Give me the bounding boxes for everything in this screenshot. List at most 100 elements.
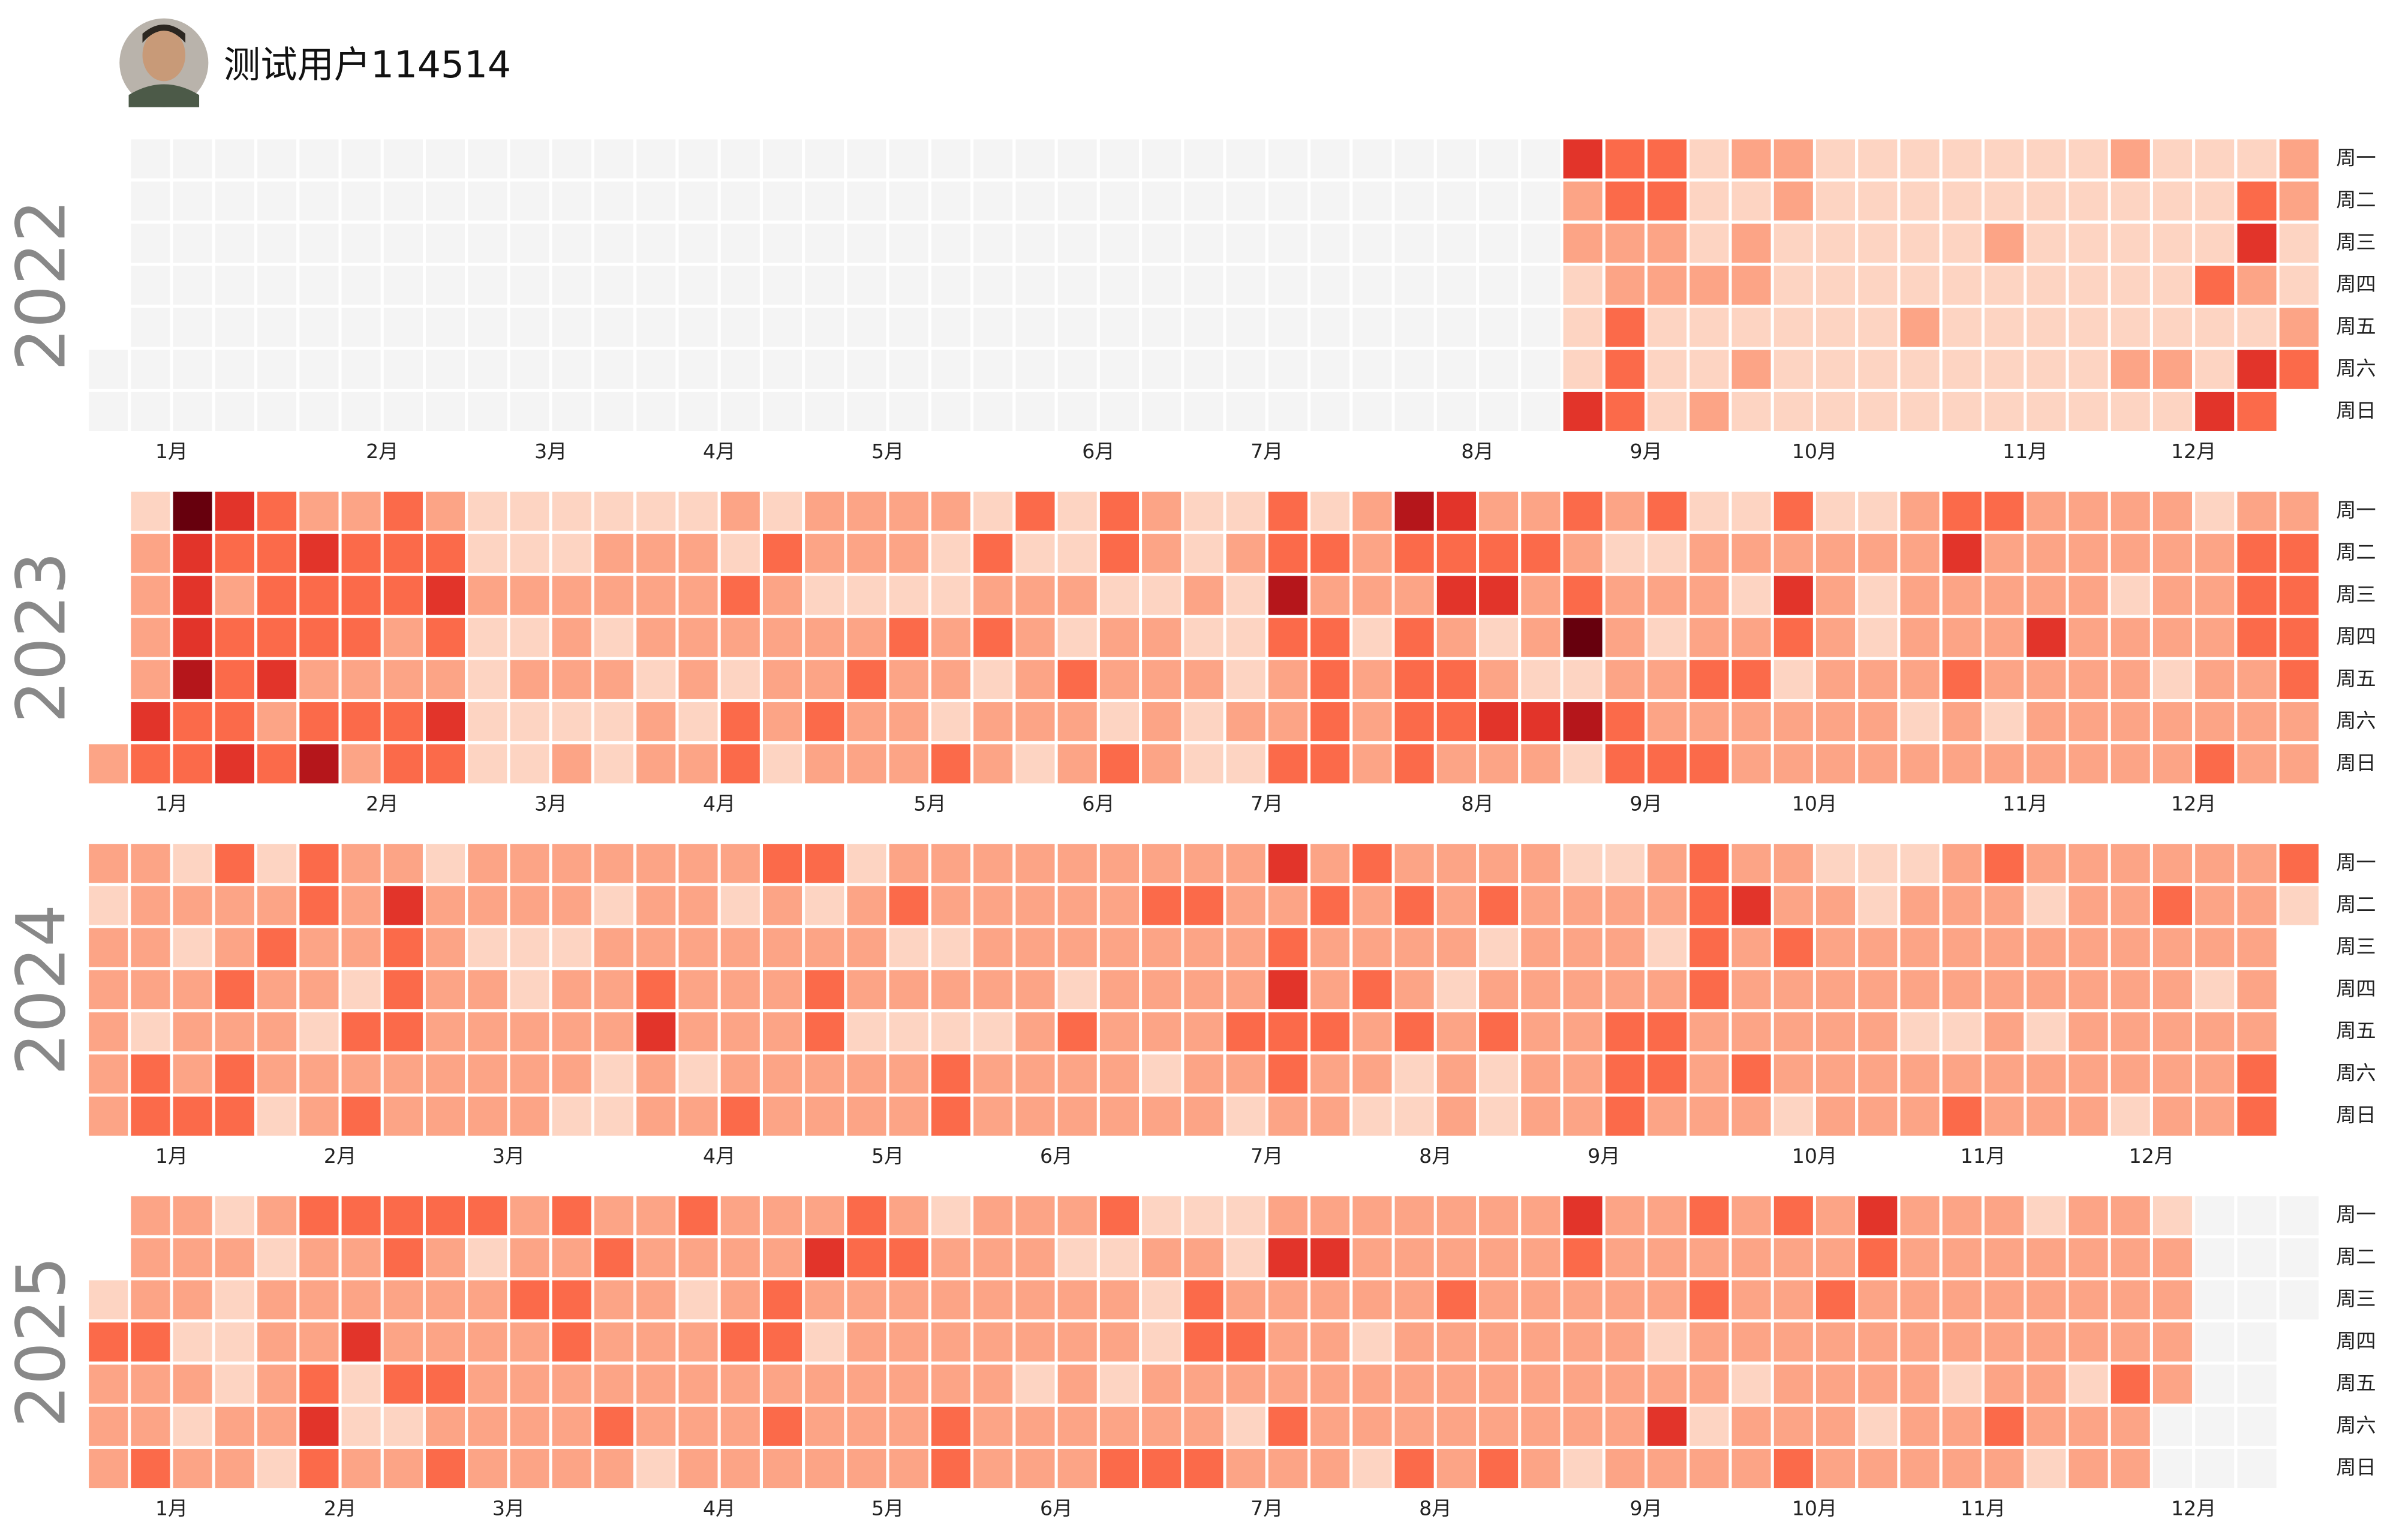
day-cell bbox=[338, 263, 384, 308]
day-cell bbox=[1265, 263, 1311, 308]
day-cell bbox=[1475, 530, 1522, 576]
day-cell bbox=[1518, 347, 1564, 392]
day-cell bbox=[1855, 347, 1901, 392]
day-cell bbox=[1644, 178, 1690, 224]
day-cell bbox=[1096, 1319, 1143, 1365]
month-label: 7月 bbox=[1250, 792, 1283, 816]
day-cell bbox=[170, 305, 215, 350]
day-cell bbox=[1770, 1277, 1817, 1323]
day-cell bbox=[1981, 263, 2027, 308]
day-cell bbox=[1307, 657, 1353, 702]
day-cell bbox=[1265, 530, 1311, 576]
day-cell bbox=[2066, 1403, 2111, 1449]
day-cell bbox=[2024, 615, 2069, 660]
day-cell bbox=[1012, 883, 1058, 928]
day-cell bbox=[2024, 1445, 2069, 1491]
day-cell bbox=[802, 488, 847, 534]
day-cell bbox=[1644, 967, 1690, 1013]
day-cell bbox=[507, 573, 552, 618]
day-cell bbox=[1181, 841, 1226, 886]
day-cell bbox=[717, 220, 763, 266]
day-cell bbox=[928, 1193, 974, 1238]
day-cell bbox=[1897, 1361, 1943, 1407]
day-cell bbox=[591, 530, 637, 576]
day-cell bbox=[1602, 530, 1648, 576]
day-cell bbox=[1686, 1403, 1732, 1449]
day-cell bbox=[1728, 347, 1774, 392]
day-cell bbox=[2108, 841, 2153, 886]
day-cell bbox=[591, 347, 637, 392]
day-cell bbox=[1391, 741, 1437, 787]
month-label: 8月 bbox=[1461, 792, 1493, 816]
day-cell bbox=[970, 389, 1016, 435]
day-cell bbox=[465, 1445, 510, 1491]
day-cell bbox=[212, 1093, 258, 1139]
day-cell bbox=[1391, 841, 1437, 886]
day-cell bbox=[2024, 1277, 2069, 1323]
day-cell bbox=[717, 530, 763, 576]
day-cell bbox=[1981, 136, 2027, 182]
weekday-label: 周四 bbox=[2336, 977, 2376, 1000]
year-label: 2023 bbox=[2, 552, 80, 723]
day-cell bbox=[2192, 925, 2238, 970]
day-cell bbox=[338, 178, 384, 224]
day-cell bbox=[1012, 1235, 1058, 1281]
day-cell bbox=[2150, 1277, 2196, 1323]
day-cell bbox=[422, 967, 468, 1013]
day-cell bbox=[1812, 1193, 1859, 1238]
day-cell bbox=[1181, 488, 1226, 534]
day-cell bbox=[1981, 573, 2027, 618]
day-cell bbox=[1518, 1403, 1564, 1449]
day-cell bbox=[1855, 967, 1901, 1013]
day-cell bbox=[1855, 1361, 1901, 1407]
day-cell bbox=[970, 573, 1016, 618]
day-cell bbox=[886, 136, 931, 182]
day-cell bbox=[507, 1403, 552, 1449]
day-cell bbox=[2234, 741, 2280, 787]
day-cell bbox=[928, 615, 974, 660]
day-cell bbox=[1897, 1051, 1943, 1097]
day-cell bbox=[1602, 1193, 1648, 1238]
day-cell bbox=[970, 1361, 1016, 1407]
day-cell bbox=[1728, 573, 1774, 618]
day-cell bbox=[2024, 1361, 2069, 1407]
day-cell bbox=[928, 883, 974, 928]
day-cell bbox=[1812, 136, 1859, 182]
day-cell bbox=[170, 1403, 215, 1449]
day-cell bbox=[2108, 347, 2153, 392]
day-cell bbox=[1391, 1093, 1437, 1139]
day-cell bbox=[338, 883, 384, 928]
day-cell bbox=[1560, 1193, 1606, 1238]
day-cell bbox=[1096, 530, 1143, 576]
day-cell bbox=[1602, 1051, 1648, 1097]
day-cell bbox=[591, 178, 637, 224]
day-cell bbox=[465, 1403, 510, 1449]
day-cell bbox=[1054, 1051, 1100, 1097]
day-cell bbox=[2024, 1093, 2069, 1139]
day-cell bbox=[128, 699, 173, 745]
day-cell bbox=[128, 1235, 173, 1281]
day-cell bbox=[1054, 305, 1100, 350]
day-cell bbox=[1223, 389, 1268, 435]
day-cell bbox=[1475, 305, 1522, 350]
day-cell bbox=[128, 1319, 173, 1365]
day-cell bbox=[338, 925, 384, 970]
day-cell bbox=[212, 883, 258, 928]
day-cell bbox=[2024, 136, 2069, 182]
day-cell bbox=[2150, 1009, 2196, 1055]
day-cell bbox=[1265, 883, 1311, 928]
day-cell bbox=[254, 1193, 300, 1238]
day-cell bbox=[1981, 883, 2027, 928]
day-cell bbox=[296, 883, 342, 928]
day-cell bbox=[338, 389, 384, 435]
day-cell bbox=[1644, 1361, 1690, 1407]
day-cell bbox=[1349, 741, 1395, 787]
day-cell bbox=[1096, 573, 1143, 618]
month-label: 2月 bbox=[366, 440, 398, 463]
day-cell bbox=[633, 615, 679, 660]
day-cell bbox=[970, 925, 1016, 970]
day-cell bbox=[1012, 699, 1058, 745]
day-cell bbox=[844, 1277, 889, 1323]
day-cell bbox=[886, 488, 931, 534]
